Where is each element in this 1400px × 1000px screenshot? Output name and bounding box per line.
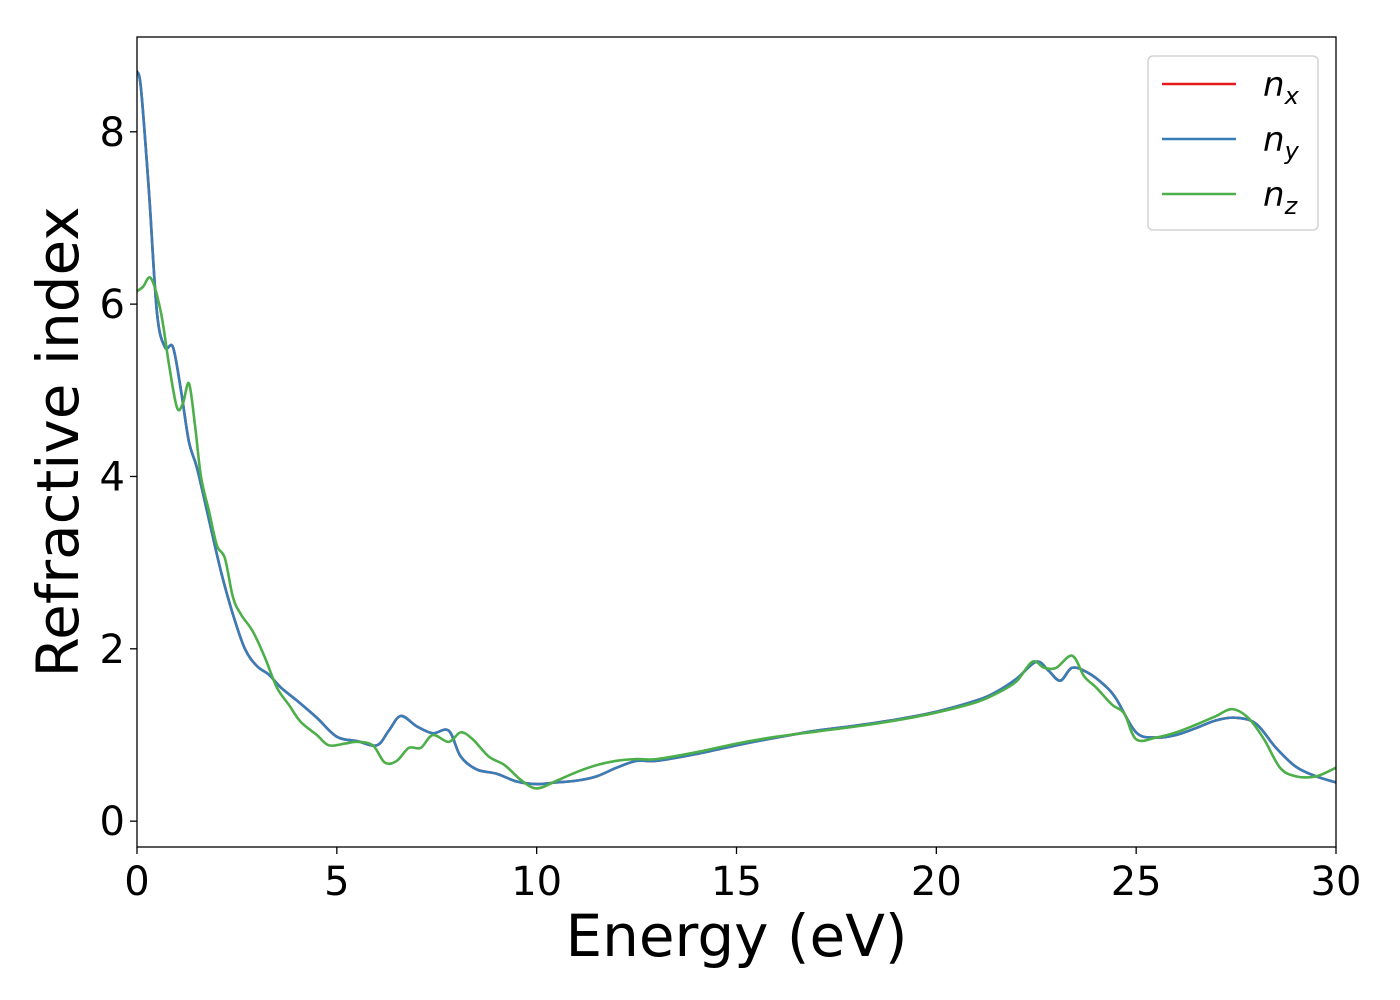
x-tick-label: 10 [511, 859, 562, 905]
legend: nx ny nz [1147, 55, 1319, 231]
x-tick-label: 30 [1311, 859, 1362, 905]
x-tick-label: 15 [711, 859, 762, 905]
x-tick-label: 5 [324, 859, 349, 905]
legend-label-z: nz [1263, 175, 1299, 220]
legend-box [1147, 55, 1319, 231]
y-tick-label: 8 [100, 110, 125, 156]
y-tick-label: 2 [100, 627, 125, 673]
y-axis: 0 2 4 6 8 [100, 110, 137, 845]
series-line-y [137, 70, 1336, 786]
y-tick-label: 6 [100, 282, 125, 328]
series-layer [137, 70, 1336, 790]
x-tick-label: 25 [1111, 859, 1162, 905]
series-line-z [137, 276, 1336, 790]
x-axis-title: Energy (eV) [565, 902, 907, 970]
x-axis: 0 5 10 15 20 25 30 [124, 847, 1361, 905]
x-tick-label: 20 [911, 859, 962, 905]
legend-label-y: ny [1263, 120, 1300, 165]
legend-label-x: nx [1263, 65, 1300, 110]
x-tick-label: 0 [124, 859, 149, 905]
y-tick-label: 0 [100, 799, 125, 845]
y-axis-title: Refractive index [24, 206, 92, 677]
y-tick-label: 4 [100, 454, 125, 500]
